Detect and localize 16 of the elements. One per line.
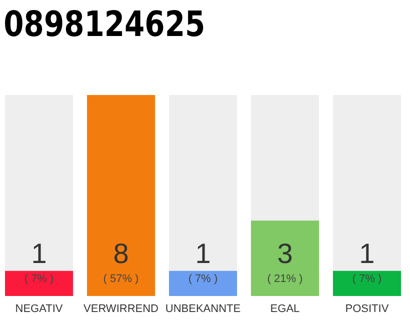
x-tick-label: VERWIRREND — [84, 303, 159, 315]
data-label: 8 — [113, 238, 129, 269]
data-label: 3 — [277, 238, 293, 269]
data-label: 1 — [31, 238, 47, 269]
data-label: 1 — [359, 238, 375, 269]
annotation: ( 21% ) — [267, 273, 303, 285]
annotation: ( 7% ) — [24, 273, 54, 285]
x-tick-label: NEGATIV — [15, 303, 64, 315]
annotation: ( 7% ) — [188, 273, 218, 285]
annotation: ( 7% ) — [352, 273, 382, 285]
x-tick-label: EGAL — [270, 303, 300, 315]
x-tick-label: POSITIV — [345, 303, 390, 315]
x-tick-label: UNBEKANNTE — [165, 303, 241, 315]
annotation: ( 57% ) — [103, 273, 139, 285]
data-label: 1 — [195, 238, 211, 269]
chart-title: 0898124625 — [4, 4, 206, 44]
